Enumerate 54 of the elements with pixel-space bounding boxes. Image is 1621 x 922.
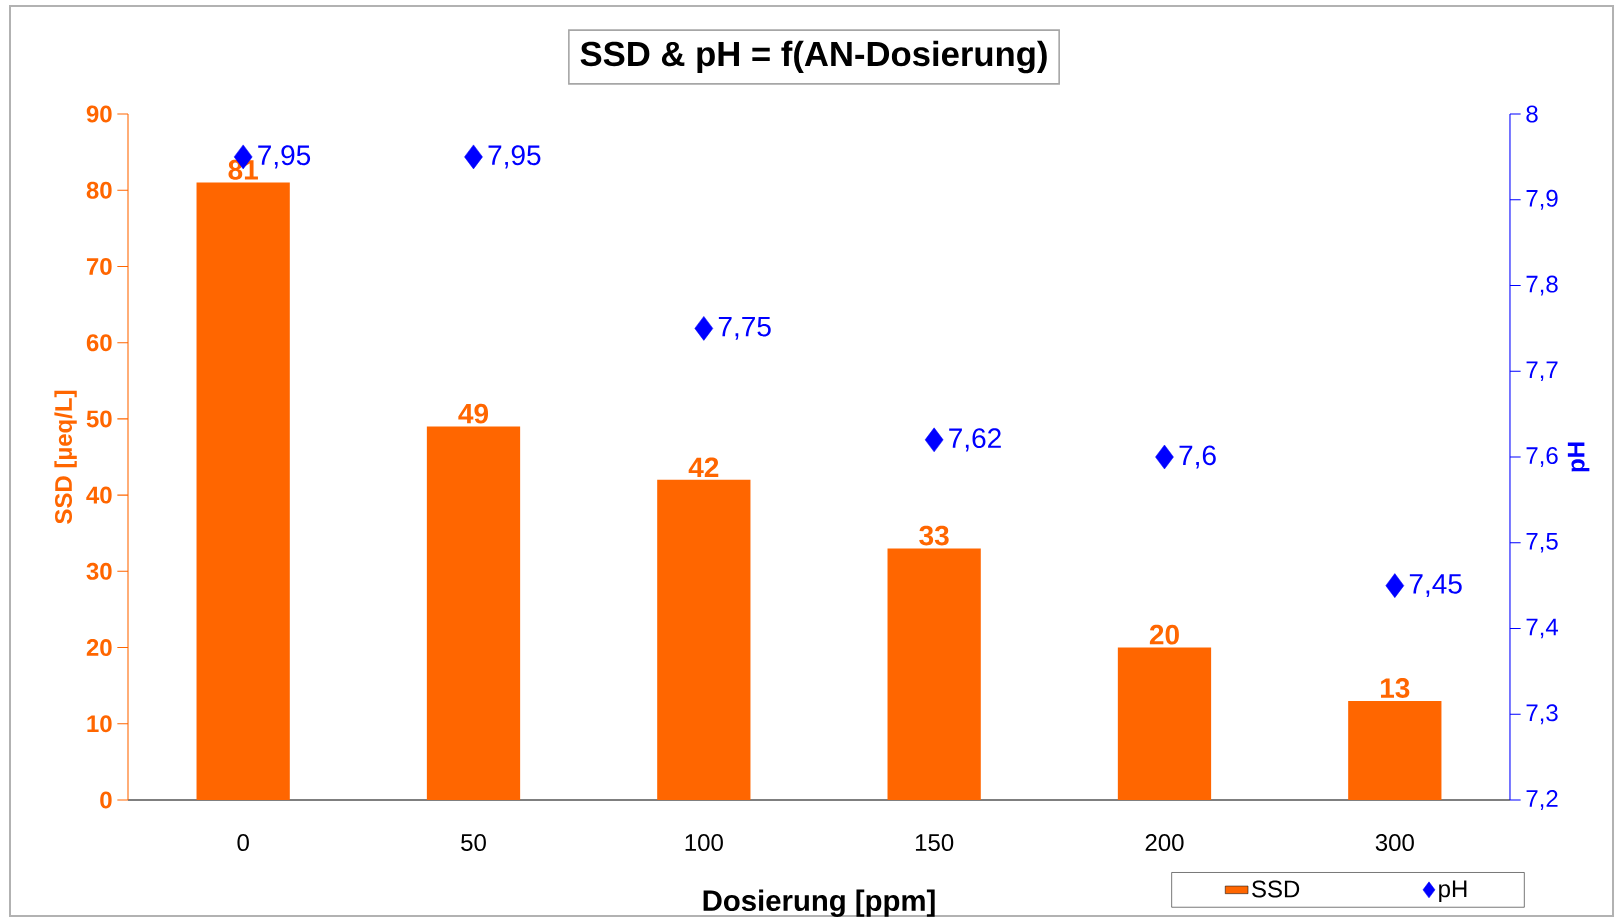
x-tick-label: 100: [685, 834, 723, 852]
y2-axis-title: pH: [1567, 442, 1590, 472]
bar: [887, 548, 981, 800]
point: [694, 316, 714, 341]
data-label: 7,95: [488, 145, 541, 169]
data-label: 42: [688, 457, 719, 477]
data-label: 20: [1149, 624, 1179, 645]
bar: [426, 426, 521, 800]
y2-tick-label: 7,5: [1526, 532, 1558, 553]
point: [1155, 444, 1174, 470]
y-tick-label: 0: [100, 791, 112, 809]
y2-tick-label: 7,3: [1526, 704, 1558, 725]
data-label: 7,6: [1179, 445, 1216, 469]
x-tick-label: 50: [461, 834, 486, 852]
y-tick-label: 80: [86, 181, 112, 199]
point: [464, 144, 483, 170]
x-axis-title: Dosierung [ppm]: [703, 889, 935, 917]
data-label: 81: [228, 159, 258, 180]
data-label: 49: [458, 403, 489, 424]
y2-tick-label: 7,8: [1526, 275, 1558, 296]
y2-tick-label: 7,4: [1526, 618, 1559, 639]
x-tick-label: 150: [915, 834, 954, 852]
y2-tick-label: 7,9: [1526, 189, 1558, 210]
chart-title: SSD & pH = f(AN-Dosierung): [580, 40, 1047, 74]
point: [1385, 573, 1405, 598]
y2-tick-label: 8: [1526, 105, 1538, 123]
bar: [1117, 647, 1212, 800]
y-tick-label: 20: [86, 639, 112, 657]
y2-tick-label: 7,6: [1526, 447, 1558, 467]
y2-tick-label: 7,7: [1526, 361, 1558, 382]
legend-label: SSD: [1252, 880, 1300, 898]
bar: [196, 182, 290, 800]
data-label: 7,95: [258, 145, 311, 169]
x-tick-label: 300: [1375, 834, 1414, 852]
data-label: 33: [919, 525, 949, 546]
y-tick-label: 40: [86, 486, 112, 504]
data-label: 7,45: [1409, 574, 1462, 598]
y-tick-label: 90: [86, 105, 112, 123]
y-tick-label: 10: [87, 715, 112, 733]
y2-tick-label: 7,2: [1526, 790, 1558, 810]
data-label: 7,75: [718, 316, 771, 340]
bar: [1348, 700, 1442, 800]
point: [924, 427, 944, 453]
y-axis-title: SSD [µeq/L]: [54, 390, 77, 524]
data-label: 7,62: [949, 428, 1001, 452]
bar: [657, 479, 751, 800]
y-tick-label: 70: [86, 257, 112, 275]
data-label: 13: [1380, 678, 1410, 698]
y-tick-label: 60: [86, 334, 112, 352]
y-tick-label: 50: [86, 410, 112, 428]
y-tick-label: 30: [86, 562, 112, 580]
legend-label: pH: [1439, 880, 1467, 903]
x-tick-label: 0: [237, 834, 249, 852]
x-tick-label: 200: [1145, 834, 1184, 852]
